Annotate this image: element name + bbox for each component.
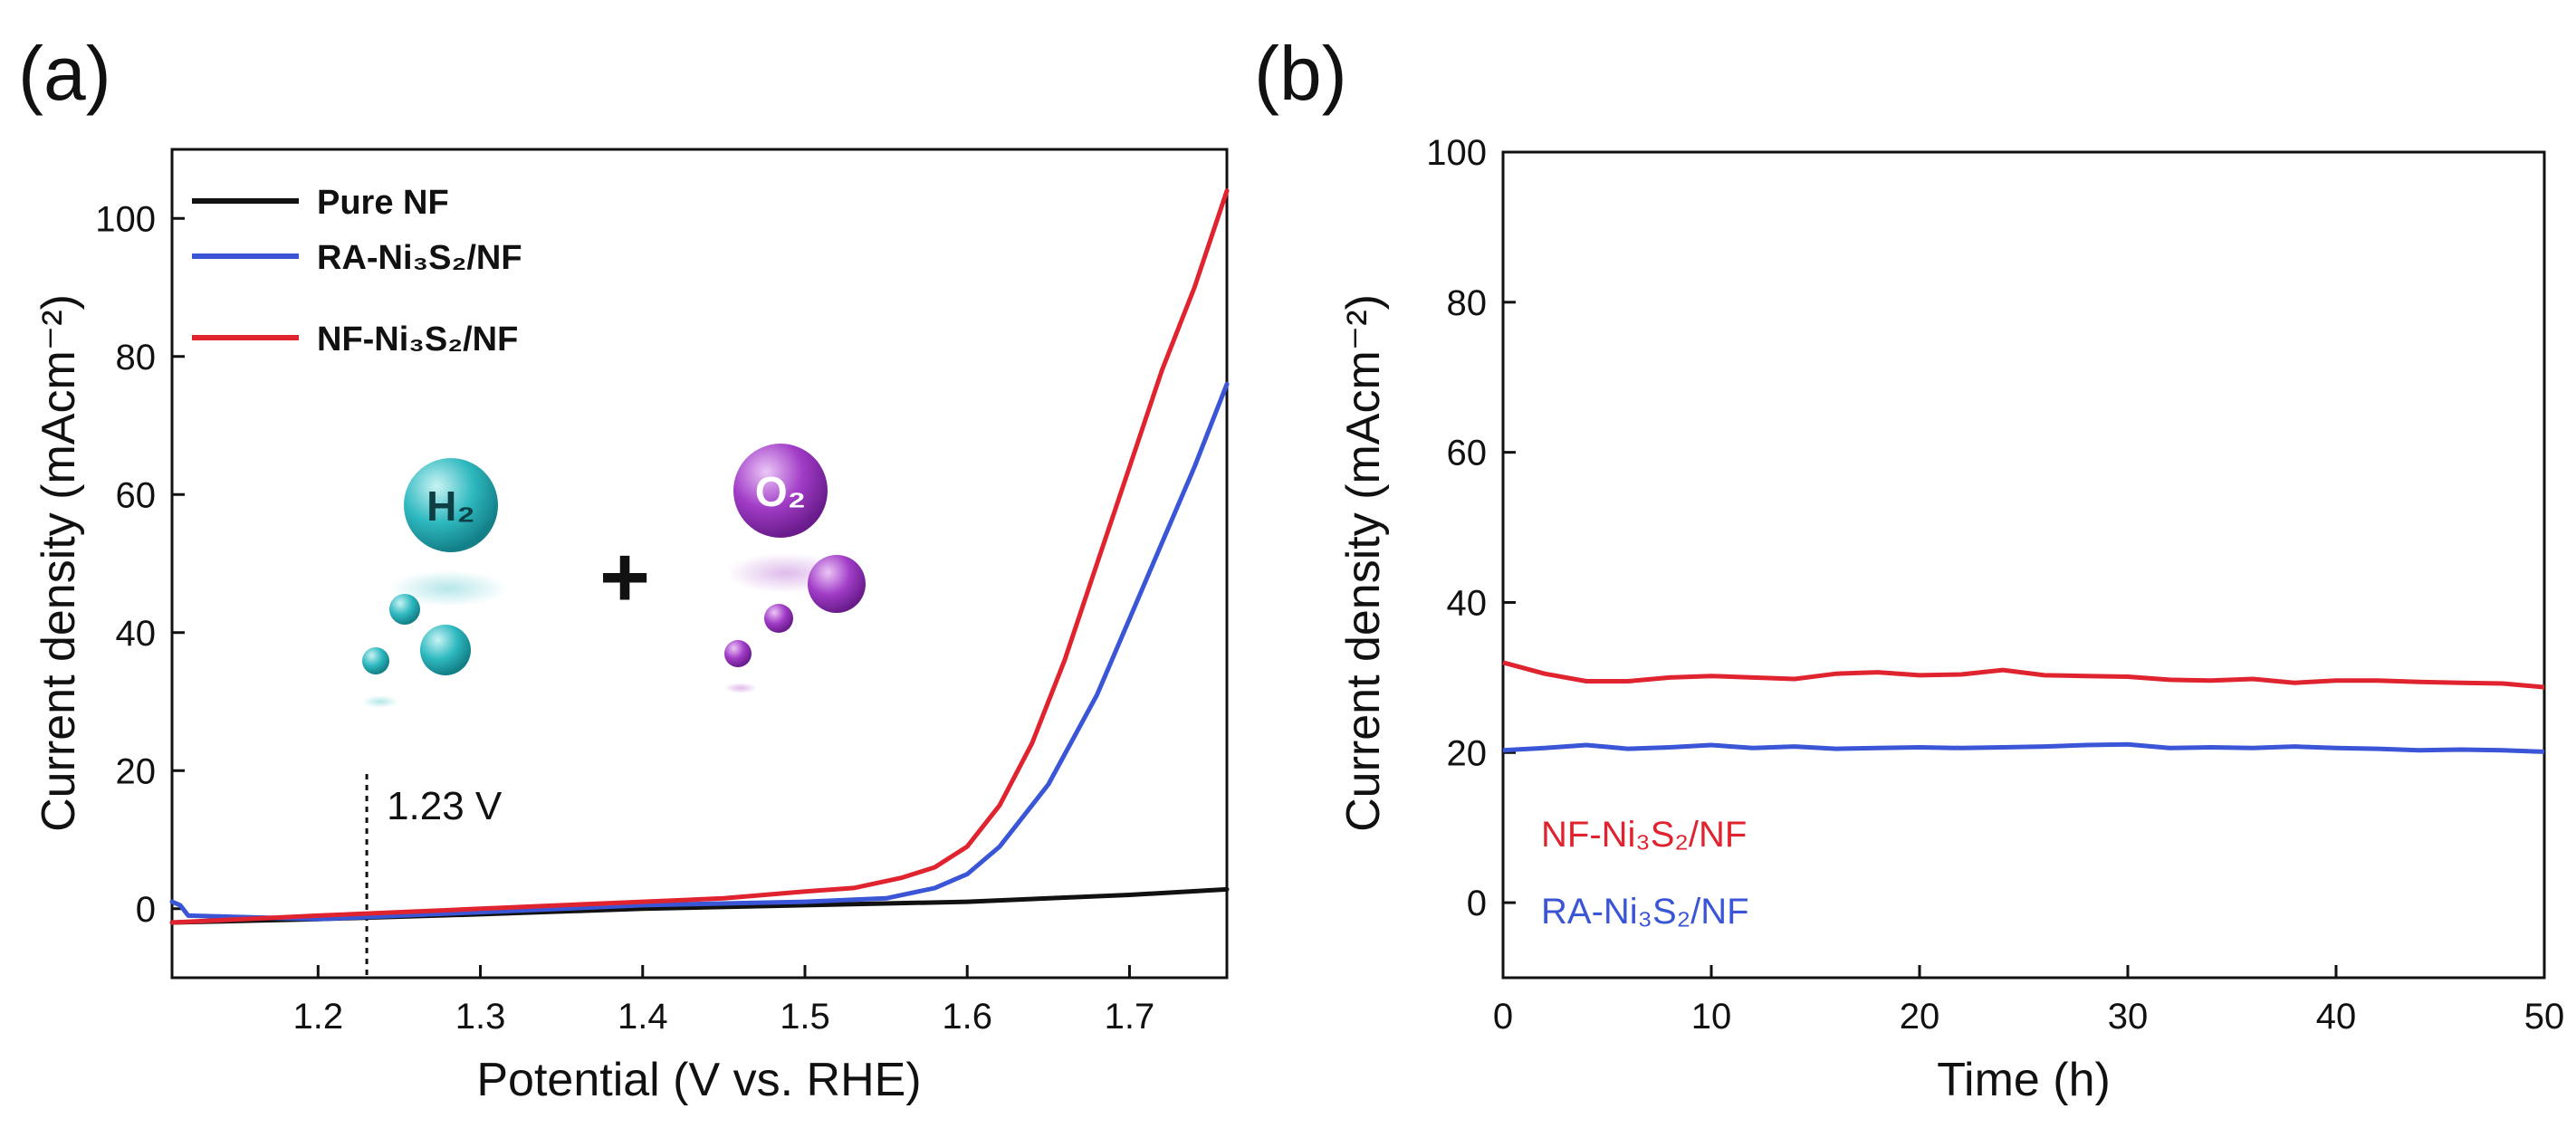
y-tick-label: 20 (116, 751, 157, 791)
a-x-ticks: 1.2 1.3 1.4 1.5 1.6 1.7 (293, 965, 1155, 1037)
x-tick-label: 30 (2108, 997, 2149, 1037)
y-tick-label: 80 (1447, 283, 1488, 323)
a-x-axis-label: Potential (V vs. RHE) (476, 1054, 921, 1106)
plot-a-frame (170, 148, 1229, 980)
h2-bubble-group: H₂ (362, 458, 507, 708)
a-y-ticks: 0 20 40 60 80 100 (95, 199, 185, 930)
x-tick-label: 1.7 (1105, 997, 1155, 1037)
plot-b-frame (1501, 150, 2546, 980)
o2-small-bubble-icon (764, 604, 793, 633)
a-y-axis-label: Current density (mAcm⁻²) (33, 294, 85, 832)
b-y-axis-label: Current density (mAcm⁻²) (1337, 294, 1390, 832)
b-y-ticks: 0 20 40 60 80 100 (1426, 133, 1516, 923)
y-tick-label: 80 (116, 338, 157, 378)
panel-a-label: (a) (18, 31, 111, 116)
y-tick-label: 60 (1447, 434, 1488, 473)
series-line-ra-ni3s2-stability (1502, 741, 2545, 754)
h2-small-bubble-icon (362, 647, 389, 674)
panel-a: (a) 1.2 1.3 1.4 1.5 1.6 1.7 0 20 40 60 80 100 Pote… (18, 31, 1230, 1106)
a-legend: Pure NF RA-Ni₃S₂/NF NF-Ni₃S₂/NF (192, 184, 522, 358)
x-tick-label: 20 (1900, 997, 1940, 1037)
legend-label-ra-ni3s2: RA-Ni₃S₂/NF (317, 239, 522, 277)
o2-bubble-icon (733, 444, 828, 538)
reference-line-label: 1.23 V (387, 784, 503, 828)
legend-label-nf-ni3s2: NF-Ni₃S₂/NF (317, 320, 518, 358)
h2-label: H₂ (426, 483, 475, 530)
y-tick-label: 0 (136, 890, 156, 930)
b-legend: NF-Ni₃S₂/NF RA-Ni₃S₂/NF (1541, 815, 1749, 932)
o2-reflection (724, 683, 757, 693)
y-tick-label: 40 (1447, 583, 1488, 623)
y-tick-label: 40 (116, 614, 157, 654)
o2-small-bubble-icon (724, 640, 752, 667)
x-tick-label: 1.6 (942, 997, 992, 1037)
x-tick-label: 0 (1493, 997, 1513, 1037)
x-tick-label: 10 (1691, 997, 1732, 1037)
y-tick-label: 100 (95, 199, 156, 239)
x-tick-label: 1.5 (780, 997, 830, 1037)
series-line-nf-ni3s2-stability (1502, 660, 2545, 690)
o2-bubble-group: O₂ (724, 444, 866, 693)
o2-small-bubble-icon (808, 555, 866, 613)
y-tick-label: 100 (1426, 133, 1487, 173)
panel-b: (b) 0 10 20 30 40 50 0 20 40 60 80 100 Time (h) Cu… (1254, 31, 2564, 1106)
plus-sign: + (599, 529, 650, 626)
x-tick-label: 50 (2524, 997, 2565, 1037)
b-x-ticks: 0 10 20 30 40 50 (1493, 965, 2564, 1037)
panel-b-label: (b) (1254, 31, 1347, 116)
h2-bubble-icon (404, 458, 498, 552)
x-tick-label: 40 (2316, 997, 2357, 1037)
b-x-axis-label: Time (h) (1937, 1054, 2111, 1106)
legend-label-ra-ni3s2-b: RA-Ni₃S₂/NF (1541, 892, 1749, 932)
o2-label: O₂ (755, 468, 806, 515)
h2-small-bubble-icon (389, 594, 420, 625)
y-tick-label: 20 (1447, 733, 1488, 773)
series-line-nf-ni3s2 (169, 188, 1230, 925)
x-tick-label: 1.4 (618, 997, 668, 1037)
legend-label-nf-ni3s2-b: NF-Ni₃S₂/NF (1541, 815, 1747, 855)
y-tick-label: 0 (1467, 884, 1487, 923)
x-tick-label: 1.2 (293, 997, 344, 1037)
h2-small-bubble-icon (420, 625, 471, 675)
legend-label-pure-nf: Pure NF (317, 184, 449, 222)
x-tick-label: 1.3 (455, 997, 506, 1037)
h2-reflection (389, 570, 507, 607)
h2-reflection (362, 695, 398, 708)
y-tick-label: 60 (116, 475, 157, 515)
